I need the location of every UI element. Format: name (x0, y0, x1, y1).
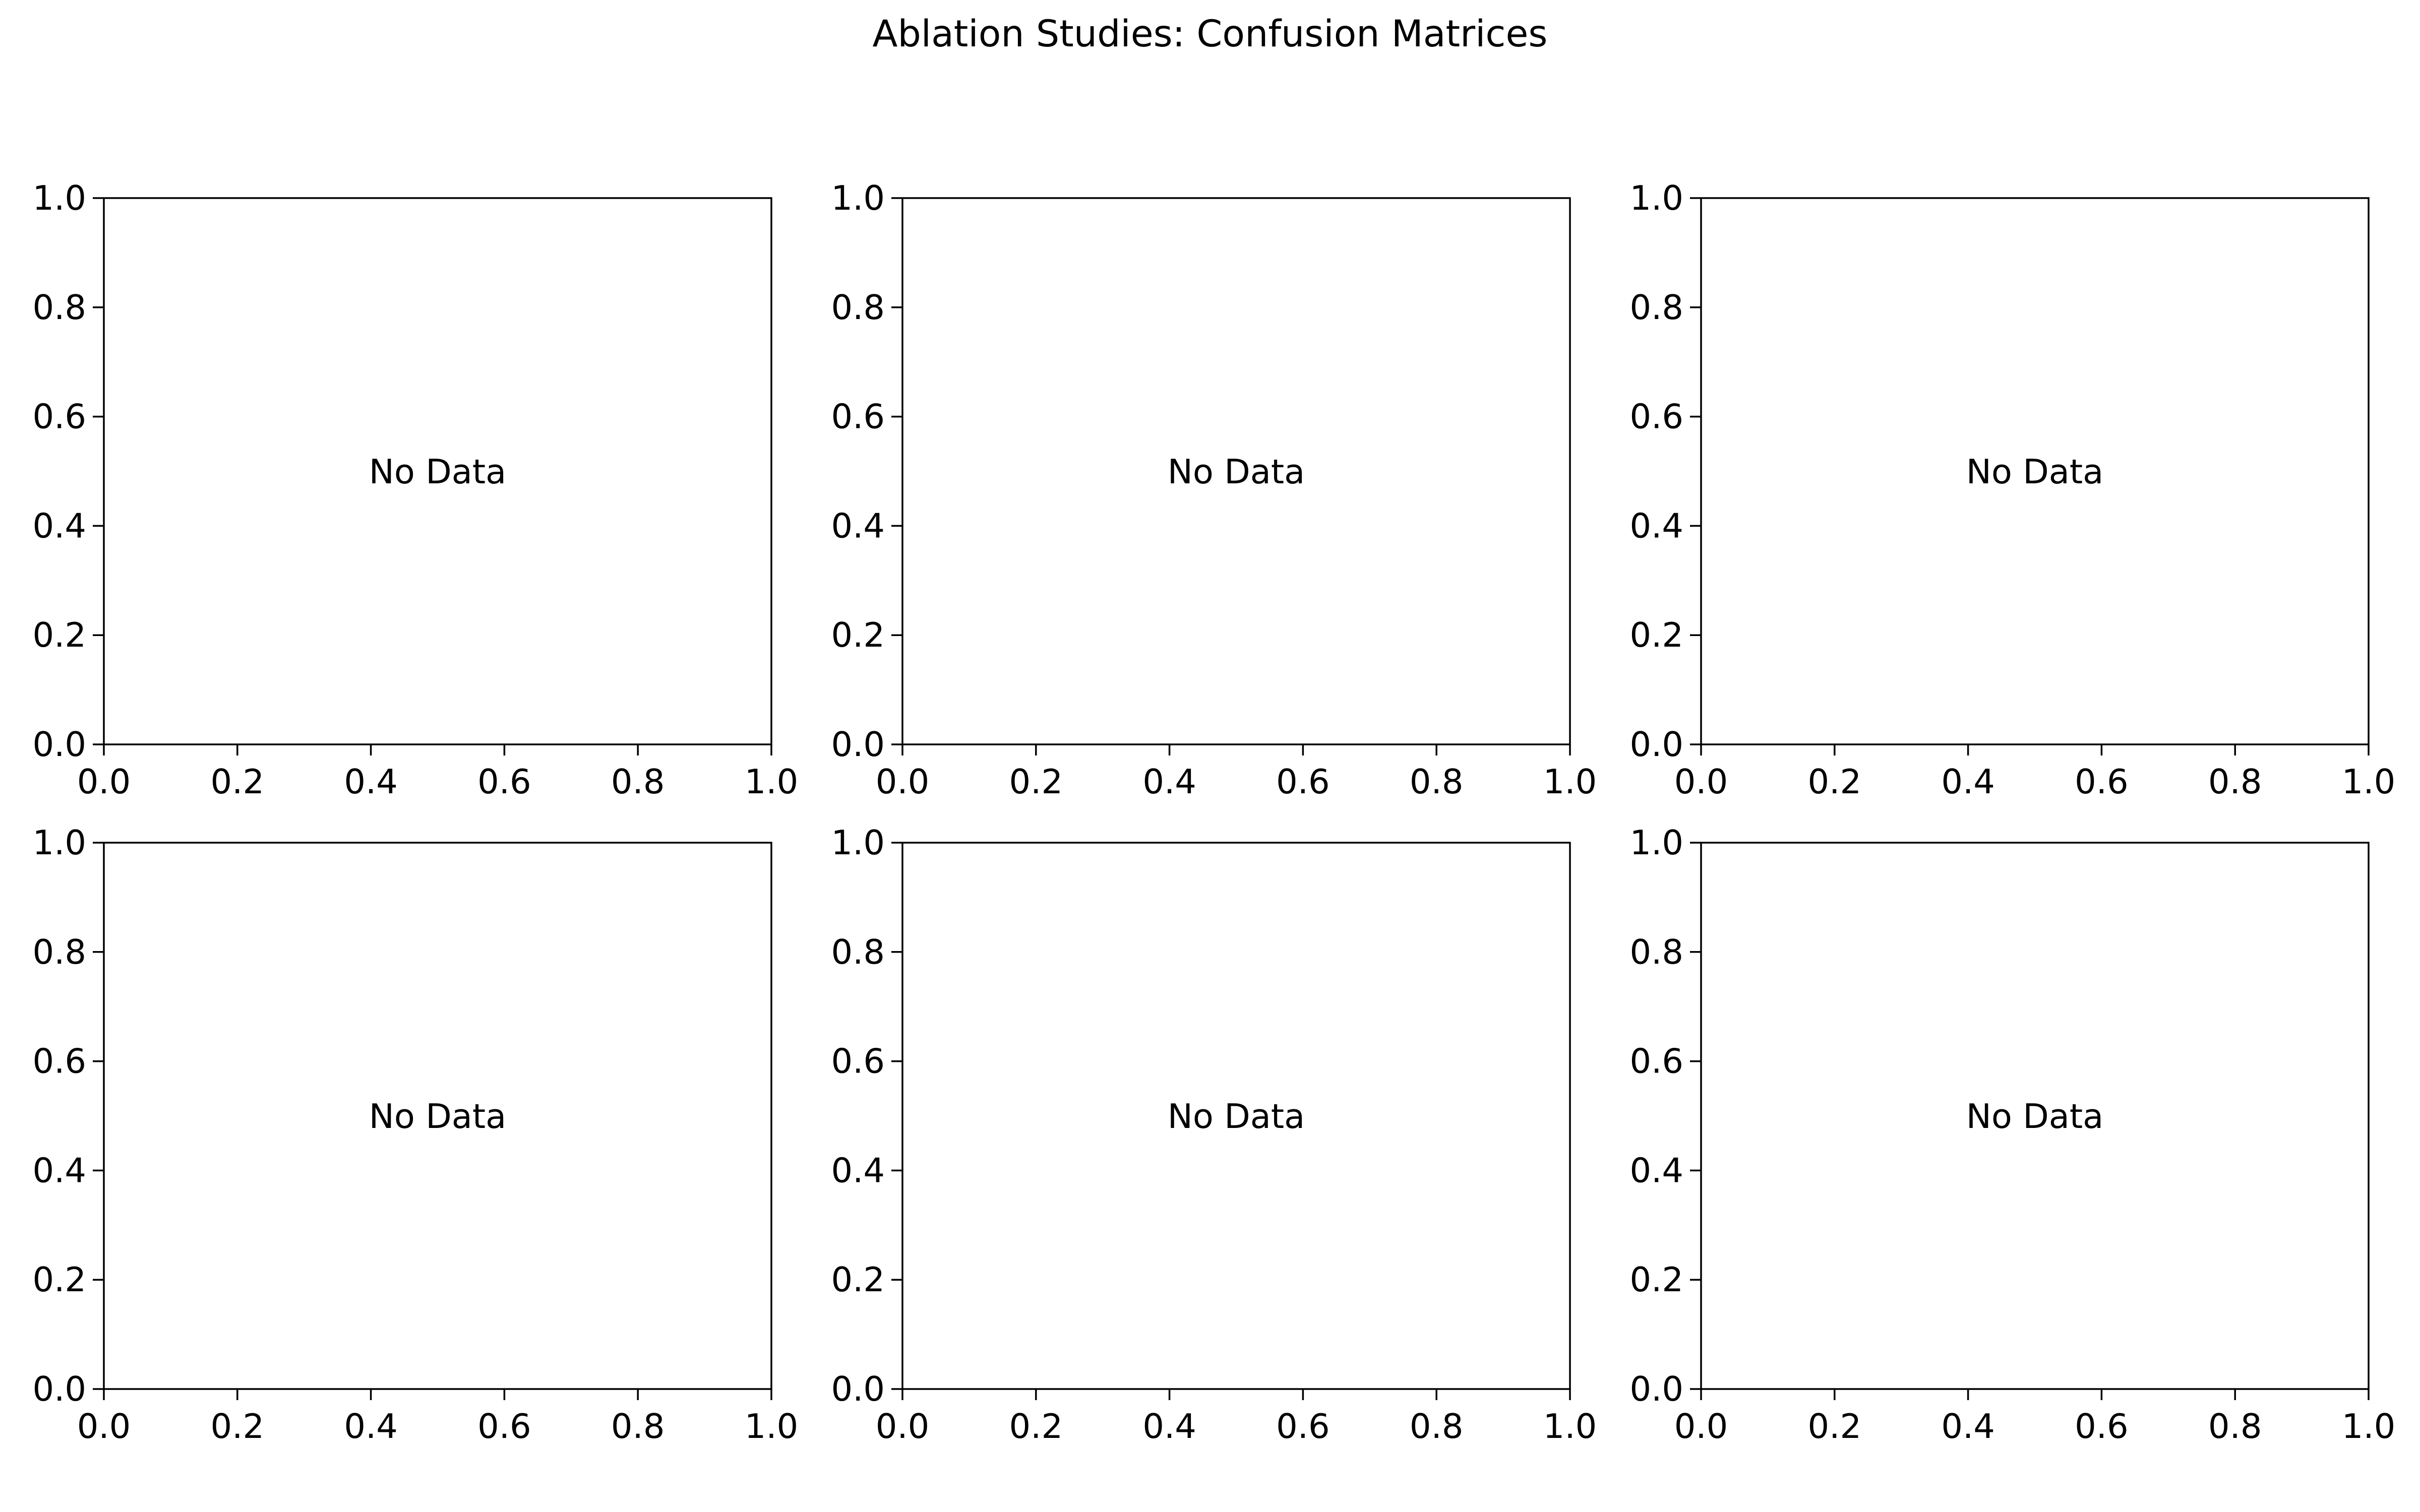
y-tick-label: 0.4 (831, 1151, 885, 1190)
y-tick-label: 0.8 (1629, 932, 1683, 972)
subplot-grid: 0.0 0.2 0.4 0.6 0.8 1.0 0.0 0.2 0.4 0.6 0.8 1.0 No D… (32, 178, 2395, 1446)
x-tick-label: 0.0 (77, 1407, 131, 1446)
no-data-label: No Data (1168, 1097, 1305, 1136)
x-tick-label: 1.0 (2342, 1407, 2396, 1446)
y-tick-label: 0.8 (831, 932, 885, 972)
y-tick-label: 0.4 (831, 506, 885, 545)
x-tick-label: 0.6 (477, 1407, 531, 1446)
x-tick-label: 0.2 (1808, 1407, 1862, 1446)
plot-area (901, 197, 1571, 745)
y-tick-label: 0.6 (32, 397, 86, 436)
x-tick-label: 0.6 (477, 762, 531, 801)
x-tick-label: 0.6 (1276, 1407, 1330, 1446)
plot-area (103, 842, 772, 1390)
x-tick-label: 0.2 (1009, 762, 1063, 801)
y-tick-label: 1.0 (831, 823, 885, 862)
x-tick-label: 0.0 (1674, 1407, 1728, 1446)
y-tick-label: 0.2 (1629, 615, 1683, 655)
no-data-label: No Data (1168, 452, 1305, 491)
x-tick-label: 0.2 (1808, 762, 1862, 801)
x-tick-label: 0.4 (1142, 1407, 1196, 1446)
y-tick-label: 0.4 (1629, 1151, 1683, 1190)
x-tick-label: 1.0 (745, 762, 799, 801)
x-tick-label: 0.4 (344, 762, 398, 801)
x-tick-label: 0.8 (2208, 1407, 2262, 1446)
y-tick-label: 0.0 (831, 1369, 885, 1409)
plot-area (1700, 842, 2370, 1390)
x-tick-label: 0.6 (1276, 762, 1330, 801)
x-tick-label: 0.4 (1941, 762, 1995, 801)
plot-area (901, 842, 1571, 1390)
x-tick-label: 1.0 (1543, 1407, 1597, 1446)
y-tick-label: 0.2 (32, 615, 86, 655)
x-tick-label: 0.0 (876, 1407, 930, 1446)
x-tick-label: 0.2 (211, 762, 265, 801)
y-tick-label: 0.2 (831, 615, 885, 655)
y-tick-label: 1.0 (1629, 823, 1683, 862)
y-tick-label: 0.4 (32, 506, 86, 545)
y-tick-label: 0.6 (32, 1042, 86, 1081)
subplot: 0.0 0.2 0.4 0.6 0.8 1.0 0.0 0.2 0.4 0.6 0.8 1.0 No D… (831, 178, 1597, 801)
y-tick-label: 0.2 (1629, 1260, 1683, 1299)
y-tick-label: 0.8 (1629, 288, 1683, 327)
x-tick-label: 1.0 (745, 1407, 799, 1446)
x-tick-label: 0.4 (1142, 762, 1196, 801)
y-tick-label: 0.0 (831, 725, 885, 764)
x-tick-label: 0.8 (611, 1407, 665, 1446)
no-data-label: No Data (1966, 452, 2103, 491)
subplot: 0.0 0.2 0.4 0.6 0.8 1.0 0.0 0.2 0.4 0.6 0.8 1.0 No D… (32, 823, 798, 1446)
x-tick-label: 0.4 (344, 1407, 398, 1446)
y-tick-label: 0.6 (831, 397, 885, 436)
no-data-label: No Data (1966, 1097, 2103, 1136)
x-tick-label: 0.2 (211, 1407, 265, 1446)
y-tick-label: 0.0 (32, 725, 86, 764)
y-tick-label: 0.2 (831, 1260, 885, 1299)
y-tick-label: 0.8 (32, 932, 86, 972)
x-tick-label: 0.0 (1674, 762, 1728, 801)
x-tick-label: 0.8 (611, 762, 665, 801)
x-tick-label: 1.0 (2342, 762, 2396, 801)
y-tick-label: 0.0 (1629, 1369, 1683, 1409)
subplot: 0.0 0.2 0.4 0.6 0.8 1.0 0.0 0.2 0.4 0.6 0.8 1.0 No D… (32, 178, 798, 801)
subplot: 0.0 0.2 0.4 0.6 0.8 1.0 0.0 0.2 0.4 0.6 0.8 1.0 No D… (1629, 823, 2395, 1446)
y-tick-label: 0.4 (32, 1151, 86, 1190)
y-tick-label: 0.0 (1629, 725, 1683, 764)
y-tick-label: 0.0 (32, 1369, 86, 1409)
y-tick-label: 0.6 (1629, 1042, 1683, 1081)
x-tick-label: 0.4 (1941, 1407, 1995, 1446)
x-tick-label: 0.6 (2075, 1407, 2129, 1446)
x-tick-label: 0.8 (2208, 762, 2262, 801)
x-tick-label: 0.2 (1009, 1407, 1063, 1446)
plot-area (1700, 197, 2370, 745)
x-tick-label: 0.6 (2075, 762, 2129, 801)
x-tick-label: 0.8 (1410, 762, 1464, 801)
subplot: 0.0 0.2 0.4 0.6 0.8 1.0 0.0 0.2 0.4 0.6 0.8 1.0 No D… (831, 823, 1597, 1446)
x-tick-label: 1.0 (1543, 762, 1597, 801)
plot-area (103, 197, 772, 745)
y-tick-label: 1.0 (1629, 178, 1683, 218)
x-tick-label: 0.0 (876, 762, 930, 801)
y-tick-label: 0.8 (831, 288, 885, 327)
y-tick-label: 1.0 (831, 178, 885, 218)
y-tick-label: 0.6 (831, 1042, 885, 1081)
y-tick-label: 0.4 (1629, 506, 1683, 545)
y-tick-label: 0.6 (1629, 397, 1683, 436)
y-tick-label: 1.0 (32, 823, 86, 862)
no-data-label: No Data (369, 452, 506, 491)
y-tick-label: 1.0 (32, 178, 86, 218)
x-tick-label: 0.0 (77, 762, 131, 801)
figure-title: Ablation Studies: Confusion Matrices (873, 13, 1548, 55)
y-tick-label: 0.2 (32, 1260, 86, 1299)
no-data-label: No Data (369, 1097, 506, 1136)
subplot: 0.0 0.2 0.4 0.6 0.8 1.0 0.0 0.2 0.4 0.6 0.8 1.0 No D… (1629, 178, 2395, 801)
y-tick-label: 0.8 (32, 288, 86, 327)
x-tick-label: 0.8 (1410, 1407, 1464, 1446)
